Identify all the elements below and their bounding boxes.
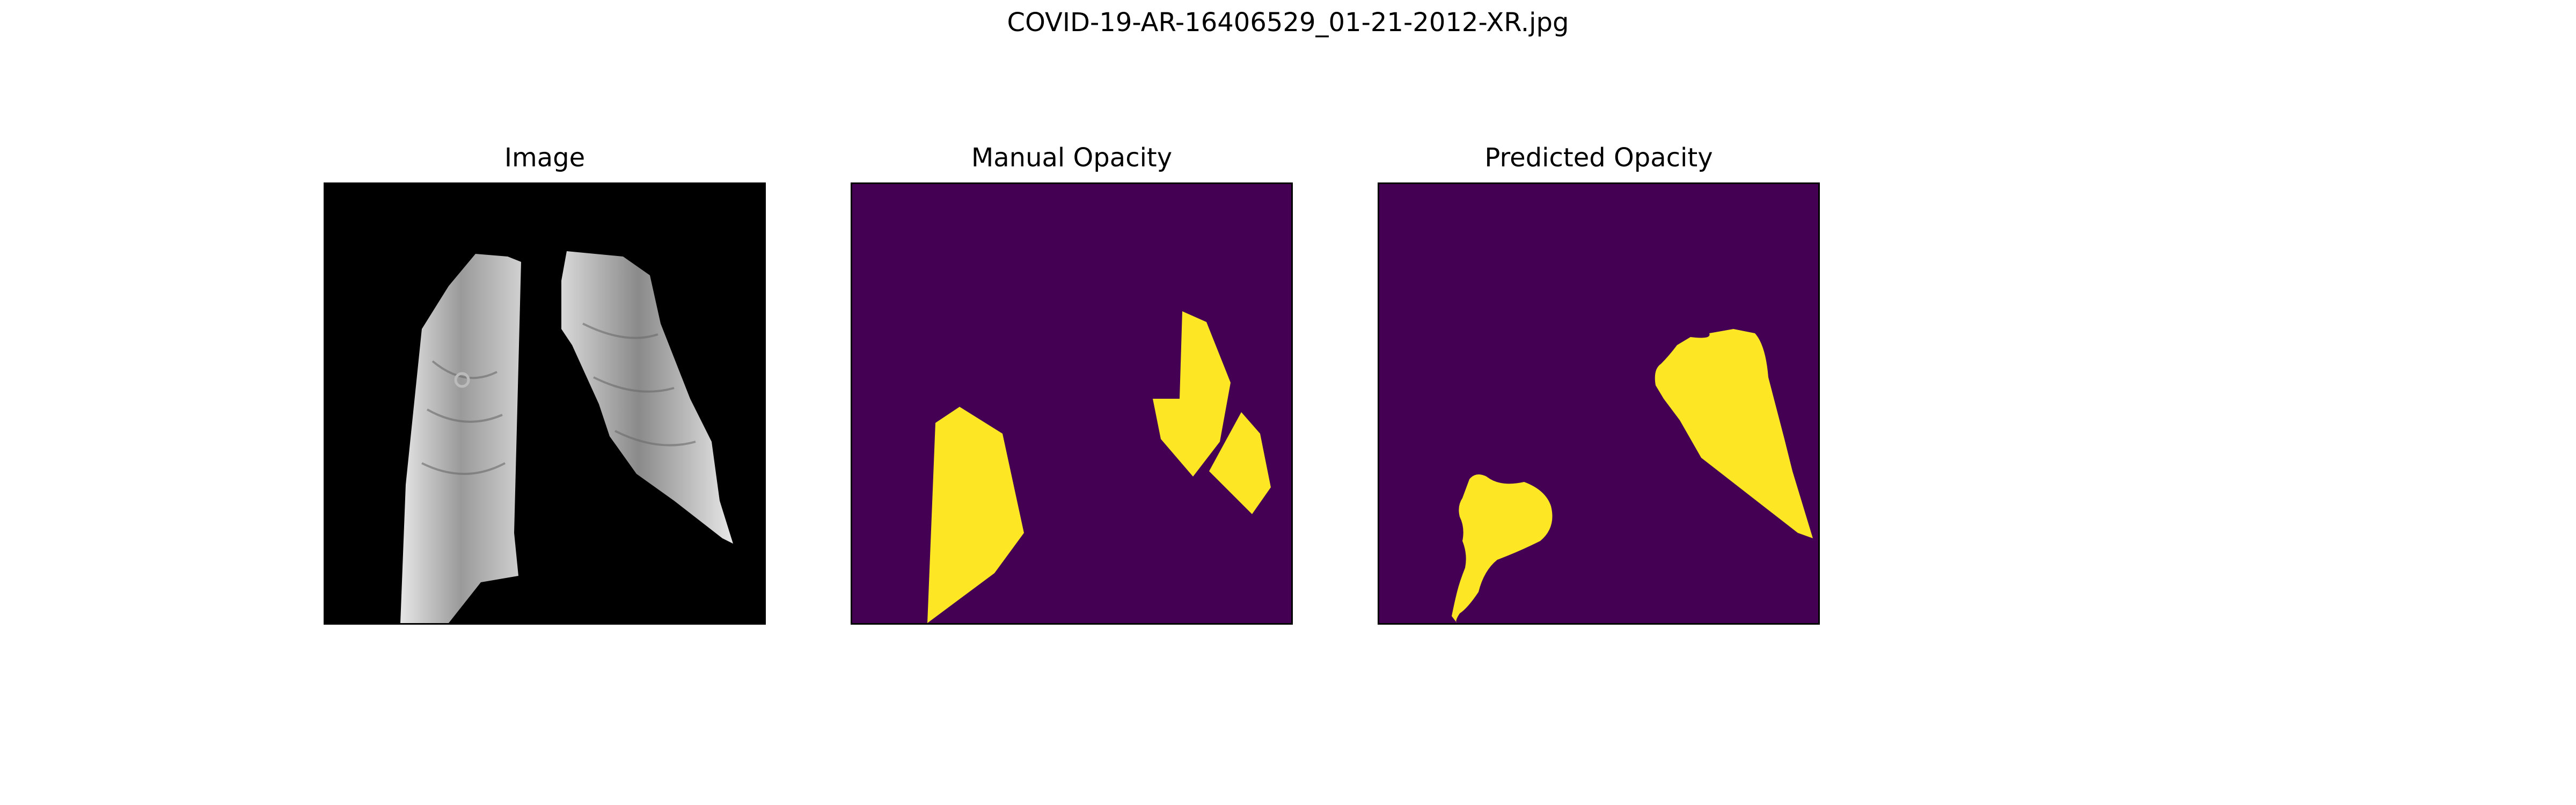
xray-image xyxy=(325,184,764,623)
predicted-opacity-title: Predicted Opacity xyxy=(1484,143,1713,173)
manual-opacity-title: Manual Opacity xyxy=(971,143,1173,173)
manual-opacity-region-left xyxy=(927,407,1024,623)
predicted-opacity-region-left xyxy=(1452,474,1553,623)
right-lung xyxy=(561,251,733,544)
image-panel-title: Image xyxy=(504,143,586,173)
manual-opacity-region-lower-right xyxy=(1209,412,1271,514)
image-panel: Image xyxy=(324,141,766,625)
figure-title: COVID-19-AR-16406529_01-21-2012-XR.jpg xyxy=(1007,8,1569,38)
predicted-opacity-axes xyxy=(1378,182,1820,625)
manual-opacity-panel: Manual Opacity xyxy=(851,141,1293,625)
manual-opacity-mask xyxy=(852,184,1291,623)
predicted-opacity-panel: Predicted Opacity xyxy=(1378,141,1820,625)
manual-opacity-region-upper-right xyxy=(1153,311,1231,477)
manual-opacity-axes xyxy=(851,182,1293,625)
predicted-opacity-mask xyxy=(1379,184,1818,623)
predicted-opacity-region-right xyxy=(1655,329,1813,538)
xray-image-axes xyxy=(324,182,766,625)
left-lung xyxy=(400,254,521,623)
